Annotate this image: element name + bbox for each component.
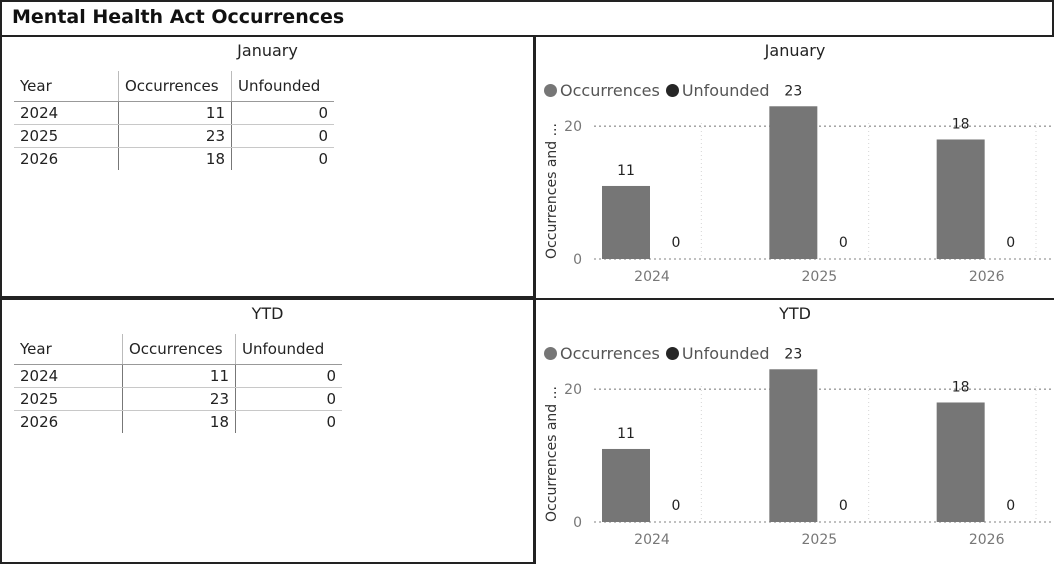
occurrences-table: Year Occurrences Unfounded 2024 11 0 202…	[14, 71, 334, 170]
cell-unfounded: 0	[231, 124, 334, 148]
cell-year: 2026	[14, 147, 119, 170]
data-label: 0	[1006, 498, 1015, 514]
chart-panel-january: January Occurrences Unfounded 0 20 Occurre…	[533, 37, 1054, 298]
table-row[interactable]: 2026 18 0	[14, 147, 334, 170]
chart-title: YTD	[779, 304, 811, 323]
y-tick-label: 0	[573, 515, 582, 531]
cell-year: 2024	[14, 101, 119, 125]
data-label: 0	[672, 498, 681, 514]
table-header-row: Year Occurrences Unfounded	[14, 71, 334, 102]
legend-dot-occurrences-icon	[544, 347, 557, 360]
cell-unfounded: 0	[235, 364, 342, 388]
cell-occurrences: 18	[122, 410, 236, 433]
cell-occurrences: 11	[118, 101, 232, 125]
legend-dot-unfounded-icon	[665, 84, 679, 97]
cell-unfounded: 0	[235, 387, 342, 411]
table-title: YTD	[251, 304, 284, 323]
chart-panel-ytd: YTD Occurrences Unfounded 0 20 Occurrences…	[533, 298, 1054, 564]
legend-item-occurrences[interactable]: Occurrences	[544, 344, 660, 363]
legend-dot-unfounded-icon	[665, 347, 679, 360]
column-header-occurrences[interactable]: Occurrences	[118, 71, 232, 102]
report-title: Mental Health Act Occurrences	[12, 6, 345, 28]
cell-unfounded: 0	[318, 150, 328, 168]
cell-occurrences: 23	[118, 124, 232, 148]
bar-occurrences	[936, 139, 985, 259]
column-header-year[interactable]: Year	[14, 71, 119, 102]
cell-occurrences: 23	[122, 387, 236, 411]
bar-occurrences	[936, 402, 985, 522]
data-label: 11	[617, 426, 635, 442]
data-label: 11	[617, 163, 635, 179]
table-row[interactable]: 2024 11 0	[14, 101, 334, 125]
cell-year: 2025	[14, 387, 123, 411]
legend-label: Unfounded	[681, 81, 770, 100]
legend-dot-occurrences-icon	[544, 84, 557, 97]
legend-label: Occurrences	[560, 344, 660, 363]
data-label: 0	[839, 235, 848, 251]
bar-occurrences	[602, 448, 650, 522]
chart-title: January	[764, 41, 826, 60]
data-label: 0	[839, 498, 848, 514]
bar-occurrences	[769, 369, 818, 522]
column-header-unfounded[interactable]: Unfounded	[231, 71, 334, 102]
cell-unfounded: 0	[231, 101, 334, 125]
x-tick-label: 2026	[969, 269, 1005, 285]
bar-occurrences	[769, 106, 818, 259]
report-header: Mental Health Act Occurrences	[0, 0, 1054, 37]
table-header-row: Year Occurrences Unfounded	[14, 334, 342, 365]
x-tick-label: 2024	[634, 532, 670, 548]
x-tick-label: 2025	[802, 532, 838, 548]
x-tick-label: 2024	[634, 269, 670, 285]
data-label: 0	[672, 235, 681, 251]
data-label: 18	[952, 379, 970, 395]
x-tick-label: 2026	[969, 532, 1005, 548]
y-axis-label: Occurrences and ...	[544, 123, 560, 259]
cell-year: 2025	[14, 124, 119, 148]
column-header-occurrences[interactable]: Occurrences	[122, 334, 236, 365]
y-tick-label: 20	[564, 382, 582, 398]
legend-label: Occurrences	[560, 81, 660, 100]
table-title: January	[237, 41, 298, 60]
data-label: 0	[1006, 235, 1015, 251]
cell-unfounded: 0	[326, 413, 336, 431]
table-row[interactable]: 2025 23 0	[14, 124, 334, 148]
y-tick-label: 0	[573, 252, 582, 268]
legend-label: Unfounded	[681, 344, 770, 363]
x-tick-label: 2025	[802, 269, 838, 285]
cell-year: 2024	[14, 364, 123, 388]
chart-legend: Occurrences Unfounded	[544, 344, 776, 363]
cell-occurrences: 18	[118, 147, 232, 170]
column-header-year[interactable]: Year	[14, 334, 123, 365]
data-label: 23	[784, 83, 802, 99]
data-label: 18	[952, 116, 970, 132]
chart-legend: Occurrences Unfounded	[544, 81, 776, 100]
bar-occurrences	[602, 185, 650, 259]
cell-occurrences: 11	[122, 364, 236, 388]
y-axis-label: Occurrences and ...	[544, 386, 560, 522]
table-row[interactable]: 2024 11 0	[14, 364, 342, 388]
table-row[interactable]: 2025 23 0	[14, 387, 342, 411]
cell-year: 2026	[14, 410, 123, 433]
column-header-unfounded[interactable]: Unfounded	[235, 334, 342, 365]
data-label: 23	[784, 346, 802, 362]
table-row[interactable]: 2026 18 0	[14, 410, 342, 433]
legend-item-occurrences[interactable]: Occurrences	[544, 81, 660, 100]
table-panel-january: January Year Occurrences Unfounded 2024 …	[0, 37, 533, 298]
occurrences-table: Year Occurrences Unfounded 2024 11 0 202…	[14, 334, 342, 433]
legend-item-unfounded[interactable]: Unfounded	[665, 81, 770, 100]
table-panel-ytd: YTD Year Occurrences Unfounded 2024 11 0…	[0, 298, 533, 564]
legend-item-unfounded[interactable]: Unfounded	[665, 344, 770, 363]
y-tick-label: 20	[564, 119, 582, 135]
